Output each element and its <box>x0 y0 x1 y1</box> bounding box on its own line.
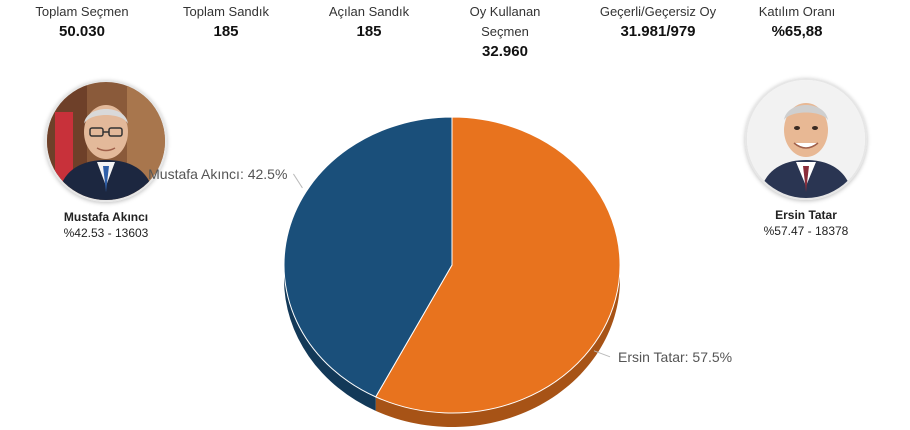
pie-slice <box>375 116 621 414</box>
stat-total-voters: Toplam Seçmen 50.030 <box>7 2 157 42</box>
stat-label: Açılan Sandık <box>328 4 410 19</box>
stat-opened-boxes: Açılan Sandık 185 <box>294 2 444 42</box>
candidate-akinci: Mustafa Akıncı %42.53 - 13603 <box>26 80 186 241</box>
candidate-name: Mustafa Akıncı <box>63 210 149 224</box>
pie-slice-side <box>284 265 376 411</box>
stats-bar: Toplam Seçmen 50.030 Toplam Sandık 185 A… <box>0 0 910 70</box>
stat-value: 32.960 <box>482 43 528 60</box>
stat-value: %65,88 <box>771 23 823 40</box>
candidate-name: Ersin Tatar <box>775 208 837 222</box>
stat-total-boxes: Toplam Sandık 185 <box>151 2 301 42</box>
pie-slice-side <box>375 265 620 427</box>
stat-label: Toplam Sandık <box>183 4 269 19</box>
avatar <box>745 78 867 200</box>
stat-label: Oy Kullanan Seçmen <box>469 4 541 39</box>
stat-valid-invalid: Geçerli/Geçersiz Oy 31.981/979 <box>588 2 728 42</box>
pie-slice <box>283 116 453 398</box>
stat-label: Geçerli/Geçersiz Oy <box>599 4 717 19</box>
pie-slice-label: Ersin Tatar: 57.5% <box>618 349 732 365</box>
stat-voted: Oy Kullanan Seçmen 32.960 <box>455 2 555 62</box>
candidate-tatar: Ersin Tatar %57.47 - 18378 <box>726 78 886 239</box>
candidate-result: %42.53 - 13603 <box>63 226 149 240</box>
pie-label-leader <box>293 173 303 189</box>
candidate-result: %57.47 - 18378 <box>763 224 849 238</box>
stat-value: 185 <box>356 23 382 40</box>
stat-label: Katılım Oranı <box>758 4 836 19</box>
stat-label: Toplam Seçmen <box>35 4 129 19</box>
pie-label-leader <box>593 350 611 358</box>
stat-value: 50.030 <box>59 23 105 40</box>
stat-value: 31.981/979 <box>620 23 696 40</box>
pie-slice-label: Mustafa Akıncı: 42.5% <box>148 166 287 182</box>
stat-value: 185 <box>213 23 239 40</box>
stat-turnout: Katılım Oranı %65,88 <box>722 2 872 42</box>
person-photo-icon <box>747 80 865 198</box>
